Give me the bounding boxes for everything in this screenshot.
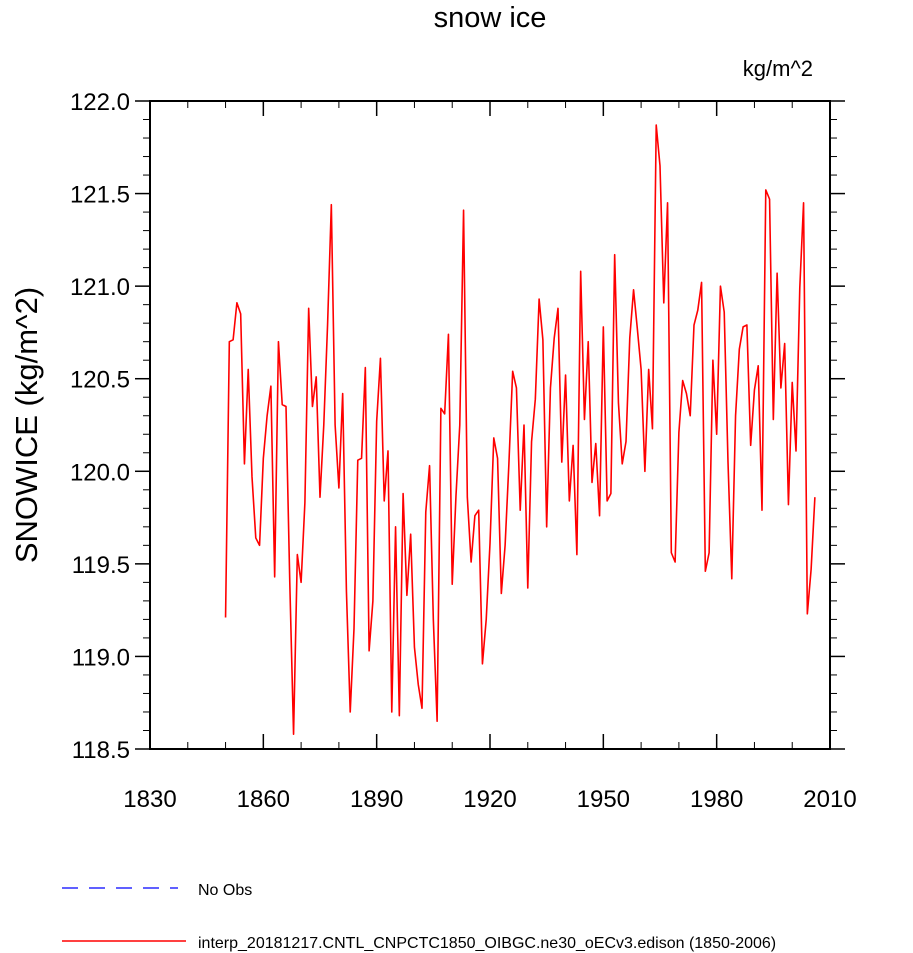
plot-frame [149,100,831,750]
x-tick-label: 2010 [803,786,856,813]
x-tick-label: 1950 [577,786,630,813]
x-tick-label: 1980 [690,786,743,813]
y-tick-label: 120.5 [70,367,130,394]
y-tick-label: 118.5 [72,737,130,764]
y-tick-label: 119.0 [72,644,130,671]
x-tick-label: 1860 [237,786,290,813]
x-tick-label: 1830 [123,786,176,813]
y-tick-label: 121.5 [70,182,130,209]
legend: No Obs interp_20181217.CNTL_CNPCTC1850_O… [62,882,776,952]
y-tick-label: 121.0 [70,274,130,301]
series-layer [224,124,816,735]
units-label: kg/m^2 [743,56,813,81]
ticks-layer [135,100,845,750]
legend-label-model-run: interp_20181217.CNTL_CNPCTC1850_OIBGC.ne… [198,935,776,952]
x-tick-label: 1920 [463,786,516,813]
series-line [224,124,816,735]
x-tick-label: 1890 [350,786,403,813]
y-tick-label: 119.5 [72,552,130,579]
chart-title: snow ice [434,2,547,34]
y-tick-label: 120.0 [70,459,130,486]
legend-label-no-obs: No Obs [198,882,252,899]
tick-labels-layer: 1830 1860 1890 1920 1950 1980 2010 118.5 119.0 11… [70,89,857,813]
y-axis-label: SNOWICE (kg/m^2) [9,287,44,563]
y-tick-label: 122.0 [70,89,130,116]
